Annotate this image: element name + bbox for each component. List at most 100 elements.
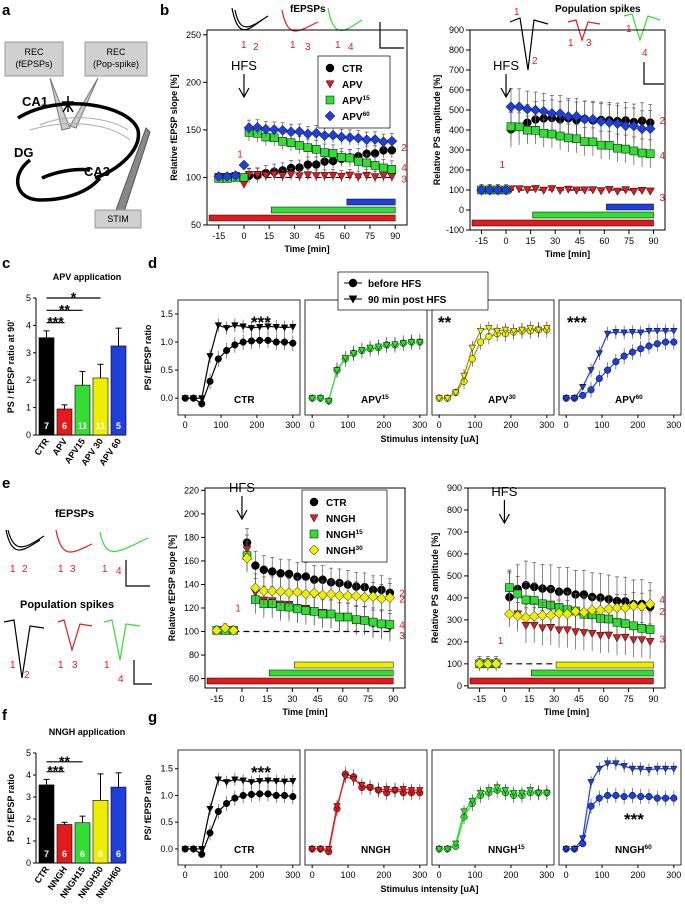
b_left-point-APV60 [230, 170, 241, 181]
g-ytick-label: 1.0 [160, 790, 173, 800]
e-ps-trace-nngh [57, 619, 93, 653]
d-point-a-CTR [222, 325, 231, 332]
d-xtick-label: 0 [564, 420, 569, 430]
g-point-a-NNGH60 [670, 765, 678, 773]
d-point-a-CTR [247, 325, 256, 332]
g-ytick-label: 0.0 [160, 844, 173, 854]
b_left-point-APV15 [328, 149, 338, 158]
d-point-b-APV60 [612, 358, 620, 366]
g-point-a-NNGH15 [501, 787, 510, 794]
e_left-point-NNGH30 [308, 587, 320, 599]
g-point-a-NNGH [358, 781, 366, 789]
e_right-point-NNGH30 [482, 658, 494, 670]
d-point-a-APV60 [579, 384, 587, 391]
b_right-ytick-label: 700 [449, 65, 464, 75]
e_left-ylabel: Relative fEPSP slope [%] [167, 535, 177, 641]
e_left-ytick-label: 220 [184, 485, 199, 495]
b-ps-label-1a: 1 [514, 7, 520, 18]
b_right-point-APV60 [530, 104, 541, 116]
b_left-point-APV60 [327, 129, 339, 141]
e_right-point-NNGH30 [636, 601, 648, 612]
e_right-xtick-label: 0 [502, 694, 507, 704]
d-xtick-label: 100 [595, 420, 610, 430]
b_left-point-APV [303, 171, 313, 180]
g-point-a-NNGH [399, 786, 407, 793]
b_right-xtick-label: 75 [624, 236, 634, 246]
b_left-point-APV [252, 171, 262, 179]
g-point-a-NNGH60 [620, 763, 628, 770]
b_right-point-APV15 [588, 137, 598, 147]
d-point-a-APV30 [435, 395, 443, 402]
e_left-point-NNGH30 [211, 624, 223, 636]
e-ps-trace-ctr [3, 619, 45, 679]
e_right-ytick-label: 0 [457, 681, 462, 691]
g-point-a-NNGH60 [579, 835, 587, 843]
d-ytick-label: 0.5 [160, 365, 173, 375]
d-point-b-CTR [264, 336, 272, 344]
e_left-xtick-label: 45 [313, 694, 323, 704]
d-point-a-APV60 [645, 327, 653, 335]
b_left-xtick-label: 45 [315, 231, 325, 241]
g-point-b-NNGH60 [612, 791, 620, 800]
e_right-point-NNGH30 [595, 604, 606, 616]
e_left-legend-label-NNGH30: NNGH30 [326, 545, 363, 557]
b_left-point-APV15 [320, 148, 329, 157]
d-sig-CTR: *** [251, 313, 271, 332]
d-point-a-CTR [231, 322, 239, 330]
g-point-a-CTR [255, 778, 264, 785]
b_right-point-APV15 [637, 148, 647, 158]
f-ytick-label: 2 [26, 814, 31, 824]
g-point-a-NNGH [341, 773, 350, 781]
b-trace-label-3: 3 [305, 42, 311, 53]
b_left-point-APV60 [344, 132, 356, 143]
d-point-a-CTR [239, 323, 247, 331]
b_right-point-APV60 [587, 113, 599, 125]
e_left-end-label-3: 3 [399, 631, 405, 642]
e_left-bar-NNGH15 [268, 669, 394, 677]
d-point-b-CTR [272, 338, 280, 346]
b_right-point-APV15 [564, 133, 573, 143]
b_left-point-APV60 [352, 132, 364, 144]
e_left-point-NNGH30 [325, 588, 337, 600]
d-point-a-APV60 [562, 395, 570, 402]
stim-box [94, 209, 142, 229]
g-point-b-CTR [239, 791, 247, 800]
e_left-legend-marker-NNGH30 [308, 544, 320, 556]
b-ps-trace-apv15 [623, 13, 661, 42]
c-n-label: 11 [96, 421, 106, 431]
e_left-point-NNGH30 [292, 586, 303, 598]
b_right-point-APV60 [636, 123, 648, 135]
e_left-ytick-label: 80 [189, 650, 199, 660]
b_right-xtick-label: 0 [504, 236, 509, 246]
d-point-b-APV60 [637, 345, 645, 353]
b_left-point-APV60 [378, 136, 389, 148]
d-point-a-APV15 [391, 341, 399, 349]
b-fepsp-traces: fEPSPs 1 2 1 3 1 4 [231, 4, 404, 53]
d-point-b-APV60 [604, 366, 612, 374]
d-line-a-APV30 [439, 327, 547, 399]
d-point-a-APV15 [316, 395, 325, 402]
d-line-a-APV15 [312, 341, 420, 402]
f-n-label: 6 [62, 849, 67, 859]
e_right-point-NNGH [571, 628, 581, 637]
e_left-ytick-label: 100 [184, 627, 199, 637]
b_left-ytick-label: 200 [186, 77, 201, 87]
e_right-point-NNGH15 [513, 589, 522, 599]
e-trace-label-2: 2 [22, 564, 28, 575]
e_right-end-label-4: 4 [659, 595, 665, 606]
e-ps-scalebar [133, 660, 152, 685]
g-point-b-CTR [231, 794, 239, 802]
d-panel-label-APV60: APV60 [615, 394, 643, 406]
b_right-hfs-label: HFS [493, 58, 519, 73]
b_left-legend-label-APV: APV [342, 80, 363, 91]
g-panel-label-CTR: CTR [234, 845, 255, 856]
d-point-a-APV15 [366, 344, 374, 352]
ca-layer [17, 102, 141, 180]
d-panel-frame-CTR [177, 299, 301, 416]
b_left-xtick-label: 90 [390, 231, 400, 241]
e-trace-nngh15 [99, 531, 149, 553]
d-point-a-CTR [255, 324, 264, 331]
d-point-a-APV30 [460, 372, 468, 380]
b_left-point-APV [278, 172, 288, 181]
